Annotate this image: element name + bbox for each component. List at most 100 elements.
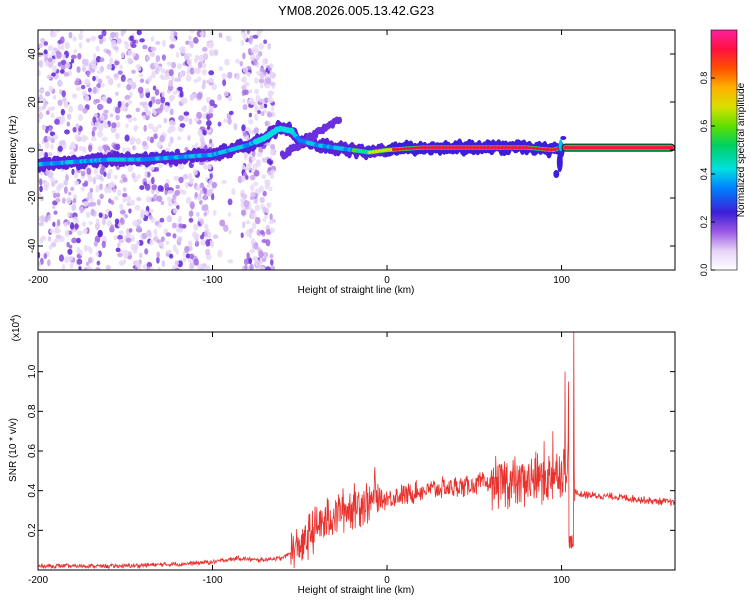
noise-speckle (55, 198, 61, 203)
noise-speckle (106, 97, 113, 104)
noise-speckle (154, 68, 160, 75)
noise-speckle (197, 61, 203, 69)
noise-speckle (192, 36, 199, 44)
noise-speckle (208, 113, 214, 119)
noise-speckle (38, 43, 43, 49)
noise-speckle (92, 86, 97, 94)
noise-speckle (103, 113, 108, 120)
noise-speckle (166, 215, 173, 223)
noise-speckle (269, 81, 276, 87)
ridge-peak (531, 146, 536, 150)
noise-speckle (77, 52, 82, 60)
noise-speckle (172, 207, 178, 214)
noise-speckle (73, 171, 79, 179)
ridge-peak (472, 146, 477, 150)
noise-speckle (47, 45, 54, 52)
noise-speckle (149, 136, 155, 144)
noise-speckle (142, 145, 149, 151)
noise-speckle (250, 191, 256, 198)
noise-speckle (127, 49, 133, 56)
noise-speckle (118, 239, 124, 244)
ridge-peak (465, 146, 470, 150)
noise-speckle (227, 95, 233, 102)
noise-speckle (172, 121, 176, 126)
noise-speckle (200, 218, 205, 226)
noise-speckle (69, 244, 73, 249)
noise-speckle (115, 114, 120, 121)
noise-speckle (56, 219, 61, 227)
noise-speckle (82, 200, 89, 207)
noise-speckle (131, 43, 137, 49)
noise-speckle (137, 174, 141, 179)
flat-band-core (563, 146, 673, 150)
noise-speckle (84, 58, 89, 66)
noise-speckle (235, 72, 240, 81)
noise-speckle (261, 157, 268, 163)
noise-speckle (189, 179, 193, 185)
noise-speckle (189, 262, 195, 269)
noise-speckle (156, 256, 160, 264)
noise-speckle (244, 81, 250, 87)
noise-speckle (83, 229, 88, 234)
noise-speckle (193, 117, 200, 122)
noise-speckle (204, 230, 209, 238)
noise-speckle (188, 258, 192, 263)
noise-speckle (242, 33, 248, 40)
noise-speckle (161, 91, 166, 98)
noise-speckle (203, 211, 207, 217)
noise-speckle (71, 93, 78, 99)
noise-speckle (58, 254, 64, 262)
noise-speckle (160, 68, 167, 74)
noise-speckle (44, 215, 49, 223)
noise-speckle (61, 197, 66, 204)
noise-speckle (113, 46, 119, 51)
noise-speckle (97, 250, 102, 258)
noise-speckle (164, 183, 170, 190)
spectrogram-y-tick-label: 20 (27, 96, 38, 108)
noise-speckle (156, 124, 163, 129)
noise-speckle (153, 110, 157, 116)
noise-speckle (105, 49, 111, 55)
snr-y-tick-label: 0.4 (27, 483, 38, 497)
noise-speckle (258, 98, 264, 104)
colorbar-tick-label: 0.4 (699, 168, 709, 181)
noise-speckle (121, 30, 127, 35)
noise-speckle (51, 51, 55, 56)
noise-speckle (130, 81, 137, 90)
noise-speckle (189, 253, 195, 260)
noise-speckle (155, 98, 161, 105)
snr-x-label: Height of straight line (km) (298, 585, 415, 596)
noise-speckle (47, 236, 52, 242)
noise-speckle (256, 53, 260, 61)
noise-speckle (52, 221, 56, 227)
noise-speckle (208, 77, 215, 83)
noise-speckle (131, 69, 136, 74)
noise-speckle (121, 100, 125, 106)
noise-speckle (107, 182, 113, 190)
noise-speckle (266, 112, 273, 118)
noise-speckle (269, 227, 275, 234)
noise-speckle (268, 187, 273, 192)
noise-speckle (142, 115, 146, 120)
noise-speckle (80, 134, 87, 143)
noise-speckle (165, 147, 171, 153)
noise-speckle (132, 117, 137, 122)
noise-speckle (257, 110, 261, 115)
noise-speckle (175, 248, 179, 255)
noise-speckle (110, 31, 117, 38)
noise-speckle (190, 43, 194, 49)
noise-speckle (157, 266, 161, 270)
noise-speckle (264, 179, 270, 185)
noise-speckle (235, 58, 240, 64)
noise-speckle (188, 118, 193, 125)
noise-speckle (138, 73, 144, 78)
noise-speckle (169, 34, 175, 42)
ridge-peak (524, 146, 529, 150)
noise-speckle (260, 83, 264, 89)
noise-speckle (48, 85, 54, 92)
noise-speckle (39, 215, 45, 223)
noise-speckle (257, 30, 262, 37)
noise-speckle (66, 121, 71, 127)
noise-speckle (121, 147, 126, 153)
noise-speckle (182, 257, 187, 263)
